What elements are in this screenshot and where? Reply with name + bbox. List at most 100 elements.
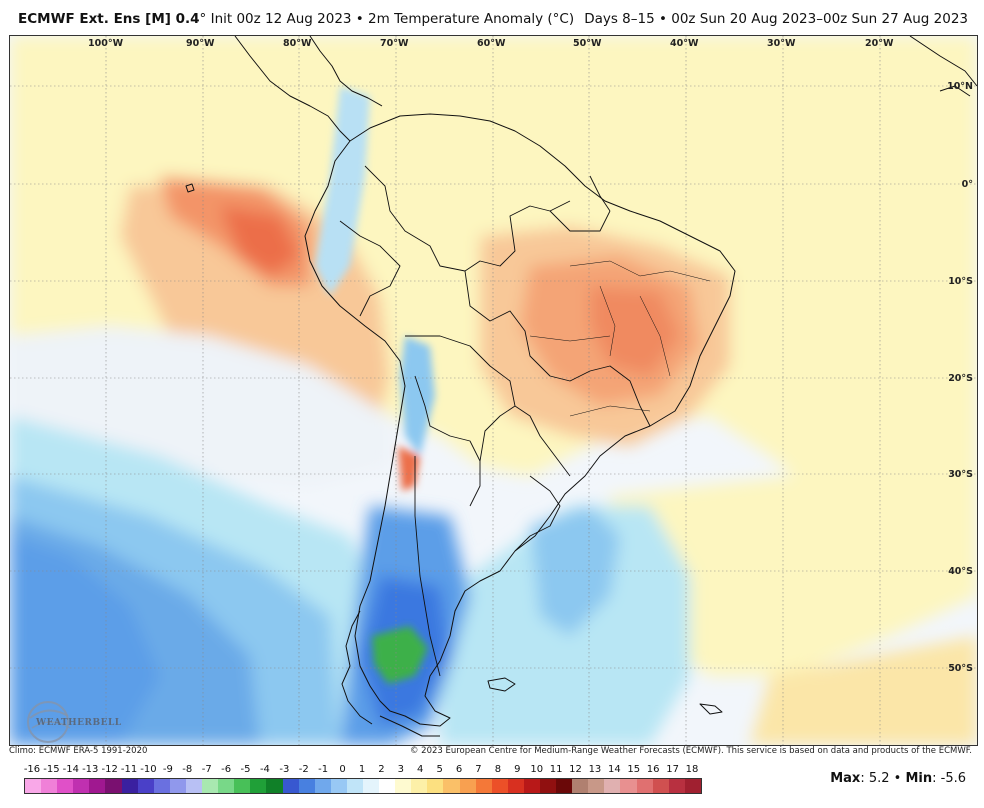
map-canvas [10, 36, 977, 745]
country-borders [339, 165, 711, 677]
colorbar-tick-label: -8 [182, 764, 193, 775]
lon-label-60w: 60°W [477, 38, 506, 49]
colorbar-tick-label: 3 [397, 764, 404, 775]
colorbar-cell [427, 779, 444, 793]
colorbar-tick-label: -14 [62, 764, 79, 775]
lat-label-10n: 10°N [947, 81, 973, 92]
colorbar-cell [652, 779, 669, 793]
colorbar-tick-label: -12 [101, 764, 118, 775]
colorbar-tick-label: -15 [43, 764, 60, 775]
colorbar-cell [491, 779, 508, 793]
colorbar-cell [282, 779, 299, 793]
colorbar-tick-label: -16 [23, 764, 41, 775]
colorbar-cell [395, 779, 412, 793]
lon-label-90w: 90°W [186, 38, 215, 49]
coastlines [185, 36, 977, 737]
lon-label-40w: 40°W [670, 38, 699, 49]
colorbar-tick-label: 12 [569, 764, 582, 775]
colorbar-cell [330, 779, 347, 793]
colorbar-tick-label: 16 [646, 764, 660, 775]
colorbar-tick-label: -13 [82, 764, 99, 775]
colorbar-cell [89, 779, 106, 793]
colorbar-tick-label: 8 [494, 764, 502, 775]
lon-label-80w: 80°W [283, 38, 312, 49]
init-info: ° Init 00z 12 Aug 2023 • 2m Temperature … [199, 11, 575, 27]
colorbar-tick-label: -11 [120, 764, 138, 775]
colorbar-cell [459, 779, 476, 793]
colorbar-cell [298, 779, 315, 793]
lon-label-50w: 50°W [573, 38, 602, 49]
colorbar-cell [218, 779, 235, 793]
lon-label-20w: 20°W [865, 38, 894, 49]
colorbar-cell [379, 779, 396, 793]
colorbar-tick-label: 7 [475, 764, 482, 775]
colorbar-cell [604, 779, 621, 793]
max-value: : 5.2 [860, 771, 890, 786]
lat-label-50s: 50°S [948, 663, 973, 674]
colorbar-tick-label: 4 [417, 764, 424, 775]
lat-label-10s: 10°S [948, 276, 973, 287]
min-value: : -5.6 [932, 771, 966, 786]
andes-cool-streak [315, 86, 435, 491]
colorbar-cell [105, 779, 122, 793]
colorbar-cell [668, 779, 685, 793]
colorbar-tick-label: -5 [240, 764, 251, 775]
stats-separator: • [889, 771, 906, 786]
colorbar-tick-label: -9 [162, 764, 173, 775]
colorbar-tick-label: 9 [514, 764, 521, 775]
colorbar-tick-label: 2 [378, 764, 385, 775]
colorbar-tick-label: -2 [298, 764, 309, 775]
lon-label-70w: 70°W [380, 38, 409, 49]
colorbar-tick-label: -10 [140, 764, 157, 775]
colorbar-tick-label: -6 [221, 764, 232, 775]
colorbar-cell [443, 779, 460, 793]
max-label: Max [830, 771, 861, 786]
green-cold-core [372, 626, 428, 684]
colorbar-cell [411, 779, 428, 793]
colorbar-cell [507, 779, 524, 793]
colorbar-cell [475, 779, 492, 793]
colorbar-tick-label: 15 [627, 764, 641, 775]
colorbar-cell [523, 779, 540, 793]
colorbar-cell [121, 779, 138, 793]
colorbar-cell [588, 779, 605, 793]
colorbar-tick-label: 1 [358, 764, 366, 775]
colorbar-tick-label: 13 [588, 764, 602, 775]
colorbar-labels: -16 -15 -14 -13 -12 -11 -10 -9 -8 -7 -6 -5 -4 -3 -2 -1 0… [24, 764, 700, 776]
colorbar-cell [266, 779, 283, 793]
colorbar-tick-label: -3 [279, 764, 290, 775]
colorbar-tick-label: 17 [666, 764, 679, 775]
anomaly-shading [10, 36, 977, 745]
colorbar-cell [169, 779, 186, 793]
model-name: ECMWF Ext. Ens [M] 0.4 [18, 11, 200, 27]
colorbar-cell [57, 779, 74, 793]
colorbar-cell [137, 779, 154, 793]
min-label: Min [905, 771, 933, 786]
weatherbell-logo: WEATHERBELL [18, 696, 121, 744]
copyright-note: © 2023 European Centre for Medium-Range … [409, 746, 972, 756]
lat-label-20s: 20°S [948, 373, 973, 384]
colorbar-tick-label: 11 [549, 764, 563, 775]
colorbar-cell [185, 779, 203, 793]
colorbar [24, 778, 702, 794]
colorbar-cell [202, 779, 219, 793]
colorbar-tick-label: 18 [685, 764, 699, 775]
lat-label-40s: 40°S [948, 566, 973, 577]
lat-label-30s: 30°S [948, 469, 973, 480]
colorbar-tick-label: 10 [530, 764, 544, 775]
colorbar-tick-label: -1 [318, 764, 329, 775]
colorbar-cell [73, 779, 90, 793]
colorbar-tick-label: 5 [436, 764, 443, 775]
colorbar-cell [250, 779, 267, 793]
colorbar-cell [153, 779, 170, 793]
map-title: ECMWF Ext. Ens [M] 0.4° Init 00z 12 Aug … [18, 11, 574, 27]
colorbar-tick-label: -4 [259, 764, 270, 775]
colorbar-cell [234, 779, 251, 793]
colorbar-cell [314, 779, 331, 793]
colorbar-cell [25, 779, 42, 793]
logo-text: WEATHERBELL [36, 718, 122, 728]
anomaly-map: 100°W 90°W 80°W 70°W 60°W 50°W 40°W 30°W… [9, 35, 978, 746]
colorbar-tick-label: 0 [339, 764, 346, 775]
globe-swirl-icon [27, 701, 71, 743]
colorbar-cell [636, 779, 653, 793]
